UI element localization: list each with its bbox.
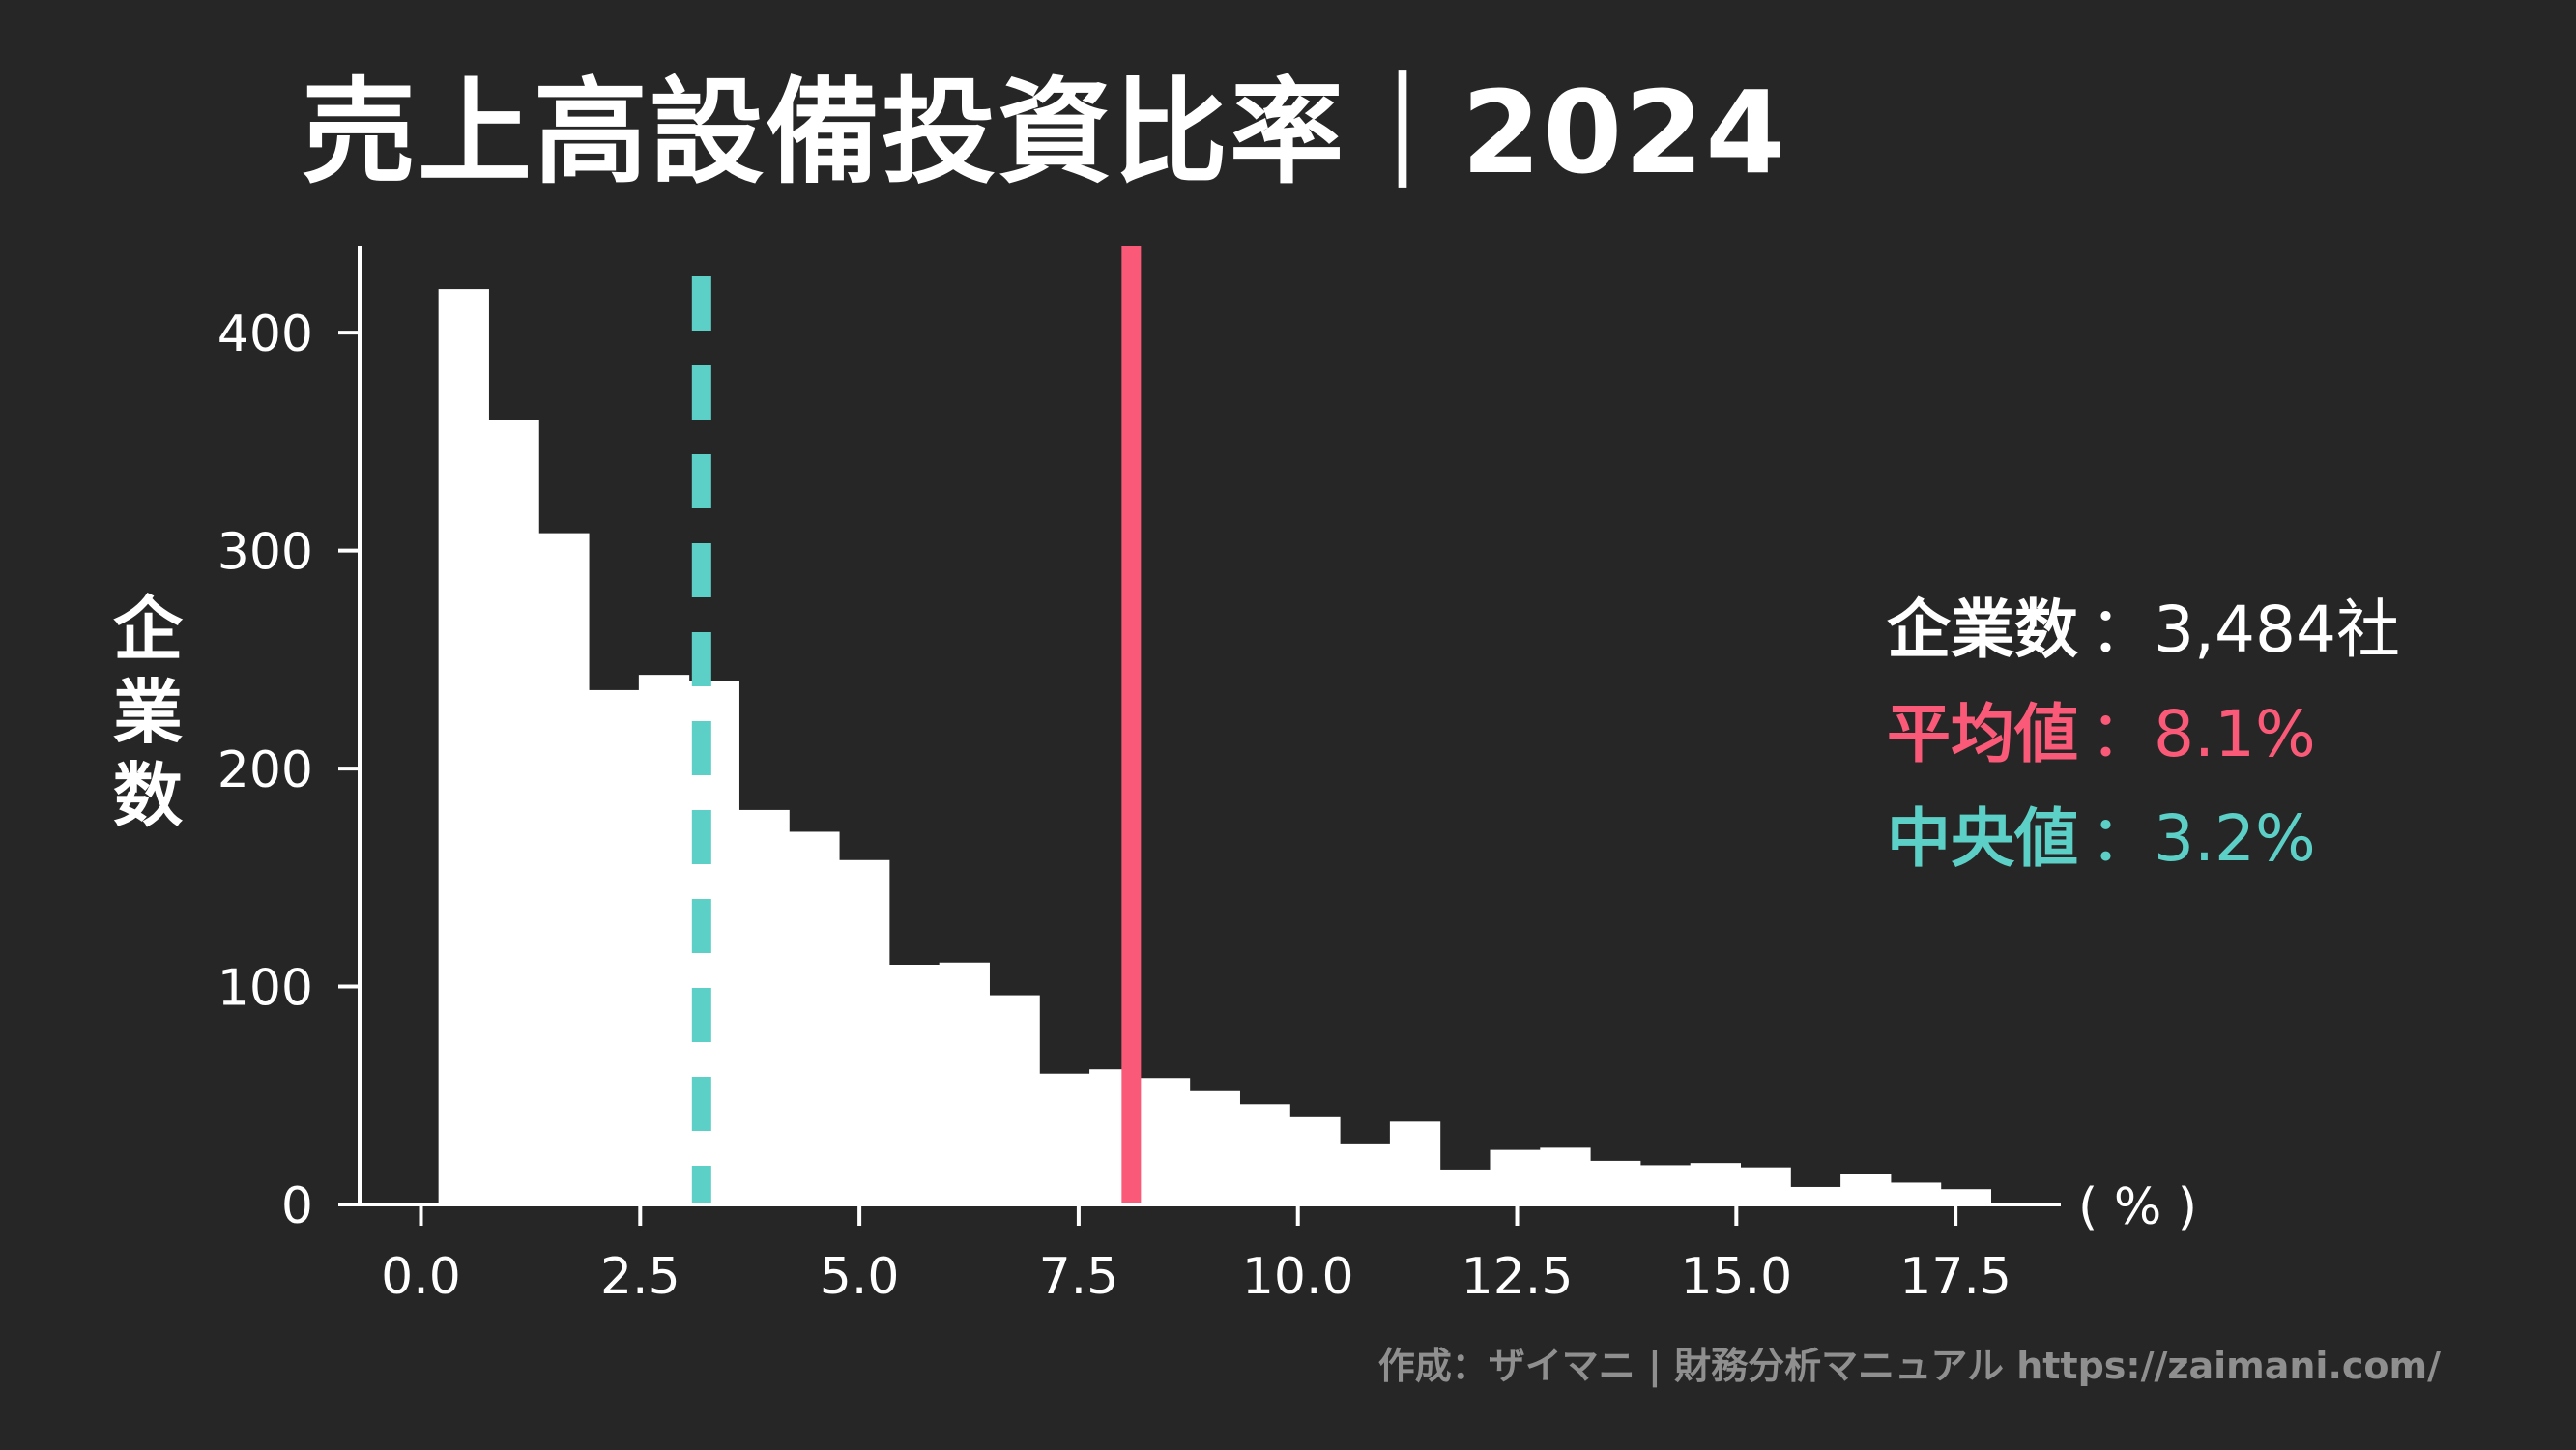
median-label: 中央値 — [1887, 801, 2078, 876]
median-stat: 中央値 ：3.2% — [1887, 787, 2400, 891]
histogram-bar — [1340, 1143, 1391, 1204]
histogram-bar — [1239, 1104, 1290, 1204]
histogram-bar — [1940, 1189, 1992, 1204]
histogram-bar — [1639, 1165, 1692, 1204]
histogram-bar — [1439, 1169, 1491, 1204]
histogram-bar — [839, 859, 890, 1204]
y-axis-label-char: 企 — [112, 589, 183, 670]
companies-value: ：3,484社 — [2090, 593, 2400, 667]
histogram-bar — [1389, 1121, 1441, 1204]
source-credit: 作成：ザイマニ | 財務分析マニュアル https://zaimani.com/ — [1377, 1345, 2441, 1387]
histogram-bar — [1590, 1160, 1641, 1204]
y-axis-label-char: 業 — [112, 672, 183, 753]
y-tick-label: 100 — [217, 960, 313, 1018]
x-tick-label: 10.0 — [1242, 1248, 1354, 1306]
histogram-bar — [1490, 1149, 1541, 1204]
histogram-bar — [1790, 1186, 1841, 1204]
x-tick-label: 17.5 — [1899, 1248, 2012, 1306]
x-unit-label: ( % ) — [2078, 1178, 2197, 1236]
y-tick-label: 0 — [281, 1177, 313, 1235]
histogram-bar — [589, 689, 640, 1204]
histogram-bar — [939, 962, 990, 1204]
x-tick-label: 12.5 — [1462, 1248, 1574, 1306]
x-tick-label: 5.0 — [820, 1248, 900, 1306]
histogram-bar — [989, 995, 1040, 1204]
y-axis-label: 企 業 数 — [104, 588, 191, 837]
histogram-bar — [488, 420, 539, 1204]
mean-value: ：8.1% — [2090, 697, 2316, 771]
histogram-bar — [638, 675, 690, 1204]
x-tick-label: 0.0 — [381, 1248, 461, 1306]
y-tick-label: 300 — [217, 524, 313, 582]
mean-stat: 平均値 ：8.1% — [1887, 682, 2400, 787]
y-axis-label-char: 数 — [112, 755, 183, 836]
histogram-bar — [789, 831, 840, 1204]
companies-label: 企業数 — [1887, 593, 2078, 667]
histogram-bar — [888, 965, 941, 1204]
companies-stat: 企業数 ：3,484社 — [1887, 578, 2400, 682]
histogram-bar — [1690, 1163, 1742, 1204]
histogram-bar — [1890, 1182, 1942, 1204]
stats-panel: 企業数 ：3,484社 平均値 ：8.1% 中央値 ：3.2% — [1887, 578, 2400, 891]
y-tick-label: 200 — [217, 741, 313, 799]
histogram-bar — [1139, 1078, 1191, 1204]
histogram-bar — [1840, 1174, 1892, 1204]
histogram-bar — [1740, 1167, 1791, 1204]
histogram-bar — [1039, 1073, 1090, 1204]
x-tick-label: 2.5 — [600, 1248, 680, 1306]
histogram-bar — [738, 809, 790, 1204]
histogram-bar — [538, 533, 590, 1204]
histogram-bar — [1289, 1116, 1341, 1204]
x-tick-label: 15.0 — [1680, 1248, 1792, 1306]
histogram-bar — [438, 289, 489, 1204]
histogram-bar — [1540, 1147, 1591, 1204]
chart-title: 売上高設備投資比率｜2024 — [302, 66, 1787, 199]
y-tick-label: 400 — [217, 305, 313, 363]
x-tick-label: 7.5 — [1039, 1248, 1119, 1306]
median-value: ：3.2% — [2090, 801, 2316, 876]
mean-label: 平均値 — [1887, 697, 2078, 771]
histogram-bar — [1189, 1090, 1240, 1204]
